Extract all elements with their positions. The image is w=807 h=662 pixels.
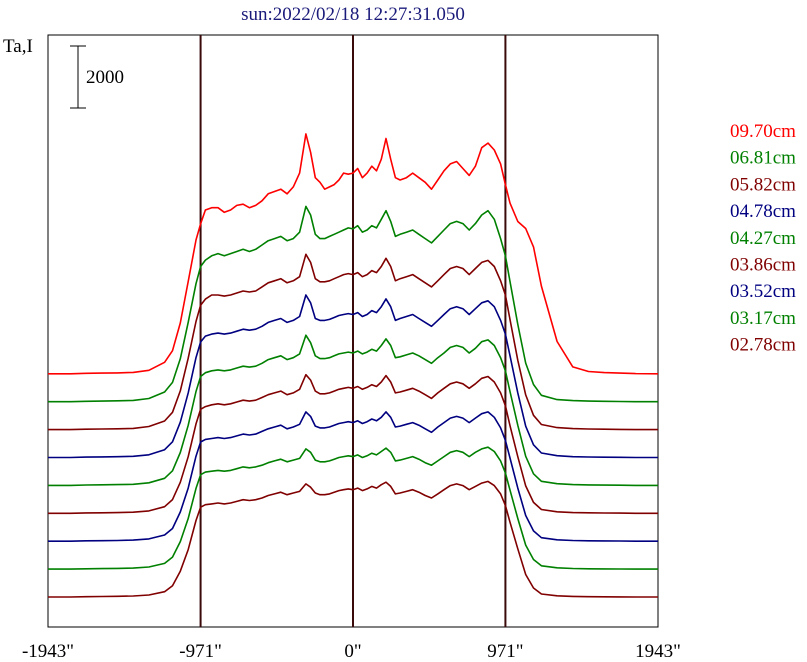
x-tick-label-1: -971" [179, 641, 222, 662]
series-line-02.78cm [48, 480, 658, 598]
x-tick-label-4: 1943" [635, 641, 681, 662]
series-line-05.82cm [48, 253, 658, 431]
legend-entry-05.82cm: 05.82cm [730, 174, 796, 195]
vertical-reference-lines [199, 35, 507, 627]
x-tick-labels: -1943" -971" 0" 971" 1943" [22, 641, 681, 662]
legend-entry-02.78cm: 02.78cm [730, 335, 796, 356]
x-tick-label-2: 0" [344, 641, 361, 662]
legend-entry-03.52cm: 03.52cm [730, 281, 796, 302]
scale-bar-label: 2000 [86, 67, 124, 88]
series-line-03.17cm [48, 446, 658, 570]
legend-entry-03.17cm: 03.17cm [730, 308, 796, 329]
legend-entry-03.86cm: 03.86cm [730, 255, 796, 276]
series-line-03.86cm [48, 373, 658, 515]
series-layer [48, 133, 659, 598]
scale-bar: 2000 [70, 45, 124, 109]
legend-entry-04.78cm: 04.78cm [730, 201, 796, 222]
series-line-04.78cm [48, 294, 658, 459]
series-line-06.81cm [48, 205, 658, 403]
legend-entry-09.70cm: 09.70cm [730, 121, 796, 142]
legend: 09.70cm 06.81cm 05.82cm 04.78cm 04.27cm 03.86… [730, 121, 796, 356]
legend-entry-06.81cm: 06.81cm [730, 148, 796, 169]
y-axis-label: Ta,I [3, 36, 33, 57]
series-line-03.52cm [48, 411, 658, 543]
chart-title: sun:2022/02/18 12:27:31.050 [241, 4, 465, 25]
series-line-09.70cm [48, 133, 659, 375]
legend-entry-04.27cm: 04.27cm [730, 228, 796, 249]
x-tick-label-3: 971" [487, 641, 523, 662]
series-line-04.27cm [48, 334, 658, 487]
x-tick-label-0: -1943" [22, 641, 74, 662]
